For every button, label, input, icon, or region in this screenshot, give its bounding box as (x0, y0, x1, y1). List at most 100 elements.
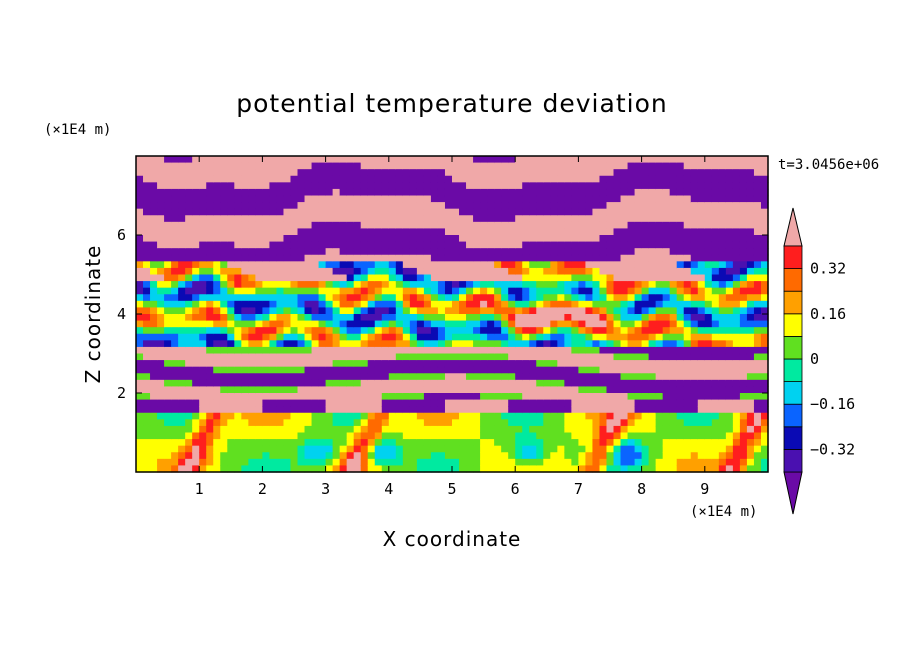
heatmap-cell (564, 287, 572, 295)
heatmap-cell (578, 366, 587, 374)
heatmap-cell (753, 188, 762, 197)
heatmap-cell (171, 399, 179, 407)
heatmap-cell (452, 267, 460, 276)
heatmap-cell (332, 235, 341, 243)
heatmap-cell (297, 399, 306, 407)
heatmap-cell (690, 458, 699, 467)
heatmap-cell (704, 281, 713, 289)
heatmap-cell (374, 425, 383, 434)
heatmap-cell (227, 175, 235, 183)
heatmap-cell (508, 156, 516, 164)
heatmap-cell (522, 228, 530, 236)
heatmap-cell (599, 241, 608, 249)
heatmap-cell (697, 412, 706, 420)
heatmap-cell (381, 261, 390, 269)
heatmap-cell (739, 307, 748, 315)
heatmap-cell (662, 366, 671, 374)
heatmap-cell (578, 445, 587, 453)
heatmap-cell (683, 346, 692, 355)
heatmap-cell (402, 406, 411, 414)
heatmap-cell (648, 182, 657, 190)
heatmap-cell (227, 300, 235, 309)
heatmap-cell (578, 340, 587, 348)
heatmap-cell (725, 175, 734, 183)
heatmap-cell (255, 340, 263, 348)
heatmap-cell (185, 353, 193, 361)
heatmap-cell (283, 379, 292, 388)
heatmap-cell (346, 379, 355, 388)
heatmap-cell (269, 294, 278, 302)
heatmap-cell (367, 373, 376, 381)
colorbar-swatch (783, 403, 803, 428)
heatmap-cell (641, 346, 650, 355)
heatmap-cell (613, 241, 622, 249)
heatmap-cell (494, 439, 502, 447)
heatmap-cell (136, 360, 144, 368)
heatmap-cell (669, 346, 678, 355)
heatmap-cell (402, 386, 411, 394)
heatmap-cell (353, 445, 362, 453)
heatmap-cell (452, 274, 460, 282)
heatmap-cell (753, 300, 762, 309)
heatmap-cell (444, 439, 453, 447)
heatmap-cell (585, 215, 594, 223)
heatmap-cell (416, 162, 425, 170)
heatmap-cell (395, 267, 404, 276)
heatmap-cell (536, 366, 544, 374)
heatmap-cell (234, 412, 242, 420)
heatmap-cell (192, 373, 200, 381)
heatmap-cell (473, 248, 481, 256)
heatmap-cell (150, 294, 158, 302)
heatmap-cell (683, 327, 692, 335)
heatmap-cell (269, 261, 278, 269)
heatmap-cell (185, 274, 193, 282)
heatmap-cell (529, 274, 537, 282)
heatmap-cell (648, 221, 657, 230)
heatmap-cell (234, 399, 242, 407)
heatmap-cell (648, 300, 657, 309)
heatmap-cell (437, 300, 446, 309)
heatmap-cell (550, 235, 558, 243)
heatmap-cell (746, 215, 755, 223)
heatmap-cell (760, 445, 769, 453)
heatmap-cell (690, 287, 699, 295)
heatmap-cell (395, 393, 404, 401)
heatmap-cell (585, 366, 594, 374)
heatmap-cell (718, 215, 727, 223)
heatmap-cell (725, 419, 734, 427)
heatmap-cell (381, 327, 390, 335)
heatmap-cell (704, 353, 713, 361)
heatmap-cell (739, 439, 748, 447)
heatmap-cell (318, 202, 327, 210)
heatmap-cell (234, 320, 242, 328)
heatmap-cell (388, 182, 397, 190)
heatmap-cell (185, 445, 193, 453)
heatmap-cell (480, 412, 488, 420)
heatmap-cell (515, 465, 523, 473)
heatmap-cell (290, 320, 299, 328)
heatmap-cell (206, 215, 214, 223)
heatmap-cell (459, 162, 467, 170)
heatmap-cell (444, 333, 453, 341)
heatmap-cell (522, 182, 530, 190)
heatmap-cell (508, 465, 516, 473)
heatmap-cell (234, 287, 242, 295)
heatmap-cell (360, 300, 369, 309)
heatmap-cell (557, 346, 565, 355)
heatmap-cell (367, 248, 376, 256)
heatmap-cell (199, 360, 207, 368)
heatmap-cell (360, 274, 369, 282)
heatmap-cell (332, 406, 341, 414)
heatmap-cell (339, 452, 348, 460)
heatmap-cell (269, 162, 278, 170)
heatmap-cell (599, 175, 608, 183)
heatmap-cell (262, 452, 271, 460)
heatmap-cell (550, 294, 558, 302)
heatmap-cell (655, 261, 664, 269)
heatmap-cell (416, 346, 425, 355)
heatmap-cell (557, 412, 565, 420)
heatmap-cell (360, 287, 369, 295)
heatmap-cell (437, 261, 446, 269)
heatmap-cell (620, 445, 629, 453)
heatmap-cell (760, 294, 769, 302)
